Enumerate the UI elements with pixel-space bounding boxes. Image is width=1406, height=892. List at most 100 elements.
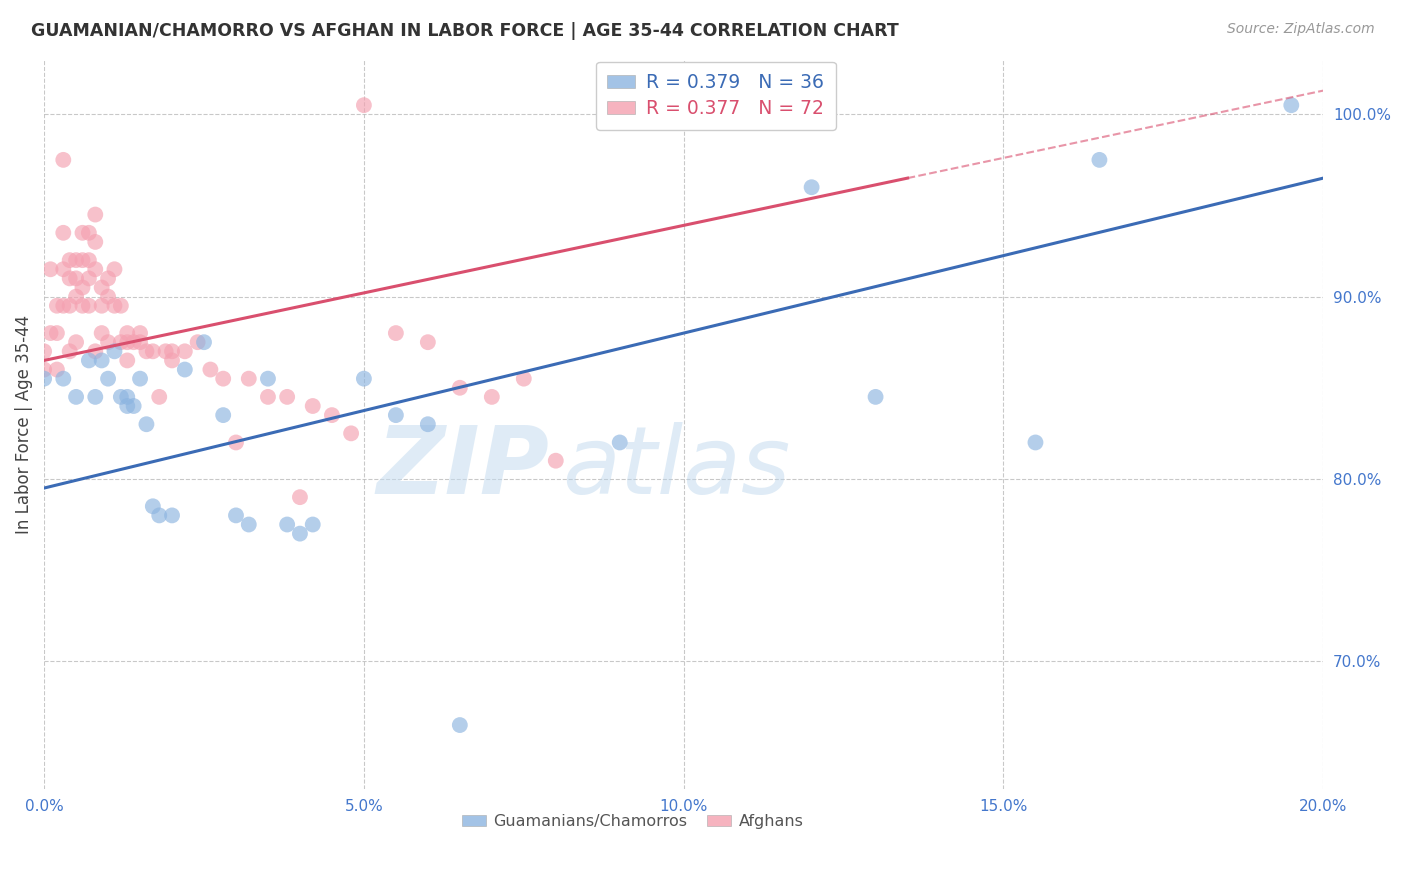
Point — [59, 344, 82, 359]
Point — [84, 390, 107, 404]
Point — [90, 353, 112, 368]
Point — [52, 262, 75, 277]
Point — [39, 326, 62, 340]
Point — [193, 335, 215, 350]
Point — [59, 253, 82, 268]
Point — [45, 326, 67, 340]
Point — [110, 335, 132, 350]
Point — [865, 390, 887, 404]
Point — [353, 372, 375, 386]
Point — [288, 526, 311, 541]
Point — [160, 353, 183, 368]
Point — [77, 271, 100, 285]
Point — [110, 299, 132, 313]
Point — [301, 399, 323, 413]
Text: Source: ZipAtlas.com: Source: ZipAtlas.com — [1227, 22, 1375, 37]
Point — [90, 280, 112, 294]
Point — [77, 226, 100, 240]
Point — [385, 326, 408, 340]
Point — [276, 517, 298, 532]
Point — [90, 299, 112, 313]
Point — [129, 335, 152, 350]
Point — [65, 390, 87, 404]
Point — [155, 344, 177, 359]
Point — [59, 271, 82, 285]
Point — [416, 335, 439, 350]
Point — [52, 372, 75, 386]
Point — [122, 335, 145, 350]
Point — [72, 253, 94, 268]
Point — [416, 417, 439, 432]
Point — [160, 344, 183, 359]
Point — [135, 417, 157, 432]
Point — [1088, 153, 1111, 167]
Point — [385, 408, 408, 422]
Point — [97, 290, 120, 304]
Point — [39, 262, 62, 277]
Point — [142, 500, 165, 514]
Point — [117, 326, 139, 340]
Point — [72, 299, 94, 313]
Point — [84, 235, 107, 249]
Point — [72, 280, 94, 294]
Point — [276, 390, 298, 404]
Point — [481, 390, 503, 404]
Point — [513, 372, 536, 386]
Point — [1279, 98, 1302, 112]
Point — [449, 718, 471, 732]
Point — [84, 262, 107, 277]
Point — [321, 408, 343, 422]
Point — [65, 271, 87, 285]
Point — [129, 326, 152, 340]
Point — [117, 353, 139, 368]
Point — [77, 299, 100, 313]
Text: GUAMANIAN/CHAMORRO VS AFGHAN IN LABOR FORCE | AGE 35-44 CORRELATION CHART: GUAMANIAN/CHAMORRO VS AFGHAN IN LABOR FO… — [31, 22, 898, 40]
Point — [52, 153, 75, 167]
Point — [84, 344, 107, 359]
Point — [800, 180, 823, 194]
Y-axis label: In Labor Force | Age 35-44: In Labor Force | Age 35-44 — [15, 315, 32, 533]
Point — [225, 508, 247, 523]
Point — [449, 381, 471, 395]
Point — [187, 335, 209, 350]
Point — [238, 372, 260, 386]
Point — [103, 299, 125, 313]
Text: atlas: atlas — [562, 423, 790, 514]
Point — [212, 408, 235, 422]
Point — [1024, 435, 1046, 450]
Point — [97, 335, 120, 350]
Point — [173, 344, 195, 359]
Point — [148, 390, 170, 404]
Point — [32, 344, 55, 359]
Point — [288, 490, 311, 504]
Point — [45, 299, 67, 313]
Point — [129, 372, 152, 386]
Point — [225, 435, 247, 450]
Point — [160, 508, 183, 523]
Point — [340, 426, 363, 441]
Point — [117, 335, 139, 350]
Point — [90, 326, 112, 340]
Point — [148, 508, 170, 523]
Point — [97, 271, 120, 285]
Point — [97, 372, 120, 386]
Point — [65, 335, 87, 350]
Point — [65, 290, 87, 304]
Point — [103, 262, 125, 277]
Point — [544, 453, 567, 467]
Point — [301, 517, 323, 532]
Point — [65, 253, 87, 268]
Point — [257, 372, 280, 386]
Point — [142, 344, 165, 359]
Point — [173, 362, 195, 376]
Point — [609, 435, 631, 450]
Point — [117, 390, 139, 404]
Text: ZIP: ZIP — [377, 422, 550, 514]
Point — [52, 226, 75, 240]
Point — [59, 299, 82, 313]
Point — [117, 399, 139, 413]
Point — [77, 253, 100, 268]
Point — [353, 98, 375, 112]
Point — [212, 372, 235, 386]
Point — [32, 362, 55, 376]
